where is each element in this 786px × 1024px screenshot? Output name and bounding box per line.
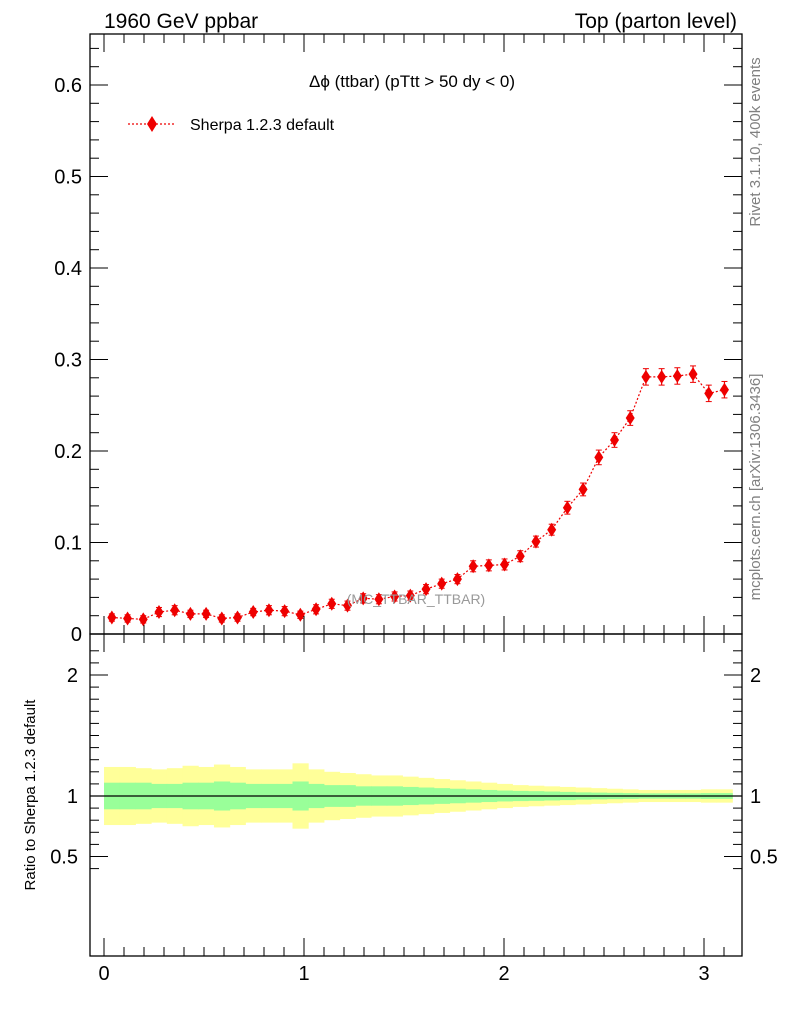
data-point bbox=[562, 500, 572, 515]
data-point bbox=[688, 367, 698, 382]
legend-label: Sherpa 1.2.3 default bbox=[190, 117, 335, 134]
y-tick-label: 0.2 bbox=[54, 441, 82, 463]
data-point bbox=[154, 605, 164, 620]
y-tick-label-right: 0.5 bbox=[750, 847, 778, 869]
chart-title: Δϕ (ttbar) (pTtt > 50 dy < 0) bbox=[309, 72, 515, 91]
data-point bbox=[515, 549, 525, 564]
data-point bbox=[625, 411, 635, 426]
data-point bbox=[594, 450, 604, 465]
y-tick-label: 0.5 bbox=[54, 167, 82, 189]
y-tick-label: 1 bbox=[67, 786, 78, 808]
watermark: (MC_TTBAR_TTBAR) bbox=[347, 591, 485, 607]
data-point bbox=[641, 369, 651, 384]
mcplots-label: mcplots.cern.ch [arXiv:1306.3436] bbox=[747, 374, 764, 601]
data-point bbox=[217, 611, 227, 626]
ratio-ylabel: Ratio to Sherpa 1.2.3 default bbox=[22, 699, 39, 891]
data-point bbox=[342, 598, 352, 613]
data-point bbox=[531, 534, 541, 549]
data-point bbox=[390, 589, 400, 604]
data-point bbox=[437, 576, 447, 591]
ratio-frame bbox=[89, 633, 743, 957]
main-frame bbox=[89, 33, 743, 635]
data-point bbox=[719, 382, 729, 397]
data-point bbox=[170, 603, 180, 618]
data-point bbox=[468, 559, 478, 574]
data-point bbox=[280, 604, 290, 619]
y-tick-label: 0.3 bbox=[54, 350, 82, 372]
y-tick-label: 0.1 bbox=[54, 533, 82, 555]
data-point bbox=[138, 612, 148, 627]
y-tick-label: 0.5 bbox=[50, 847, 78, 869]
legend-marker bbox=[147, 116, 157, 132]
data-point bbox=[264, 603, 274, 618]
data-point bbox=[704, 386, 714, 401]
x-tick-label: 2 bbox=[498, 963, 509, 985]
data-point bbox=[358, 591, 368, 606]
y-tick-label: 0.4 bbox=[54, 258, 82, 280]
x-tick-label: 0 bbox=[98, 963, 109, 985]
data-point bbox=[452, 572, 462, 587]
data-point bbox=[311, 602, 321, 617]
rivet-label: Rivet 3.1.10, 400k events bbox=[747, 57, 764, 226]
data-point bbox=[484, 558, 494, 573]
y-tick-label-right: 2 bbox=[750, 665, 761, 687]
data-point bbox=[610, 433, 619, 448]
data-point bbox=[185, 606, 195, 621]
data-point bbox=[327, 596, 337, 611]
data-point bbox=[123, 611, 133, 626]
x-tick-label: 3 bbox=[698, 963, 709, 985]
header-right: Top (parton level) bbox=[575, 10, 737, 33]
y-tick-label-right: 1 bbox=[750, 786, 761, 808]
y-tick-label: 2 bbox=[67, 665, 78, 687]
series-line bbox=[111, 373, 725, 621]
main-panel: 0 0.1 0.2 0.3 0.4 0.5 0.6 Δϕ (ttbar) (pTtt > 5… bbox=[54, 33, 743, 646]
data-point bbox=[374, 592, 384, 607]
x-tick-label: 1 bbox=[298, 963, 309, 985]
header-left: 1960 GeV ppbar bbox=[104, 10, 258, 33]
data-point bbox=[248, 605, 258, 620]
data-point bbox=[405, 588, 415, 603]
legend: Sherpa 1.2.3 default bbox=[128, 116, 335, 134]
data-point bbox=[233, 610, 243, 625]
y-tick-label: 0.6 bbox=[54, 75, 82, 97]
data-point bbox=[547, 522, 557, 537]
data-point bbox=[672, 368, 682, 383]
data-point bbox=[578, 482, 588, 497]
ratio-panel: 0.5 0.5 1 1 2 2 0 1 2 3 Ratio to Sherpa 1.2.3 de… bbox=[22, 633, 778, 985]
data-point bbox=[201, 606, 211, 621]
data-point bbox=[500, 557, 510, 572]
data-point bbox=[295, 607, 305, 622]
data-point bbox=[657, 369, 667, 384]
y-tick-label: 0 bbox=[71, 624, 82, 646]
data-point bbox=[421, 582, 431, 597]
data-point bbox=[107, 610, 117, 625]
